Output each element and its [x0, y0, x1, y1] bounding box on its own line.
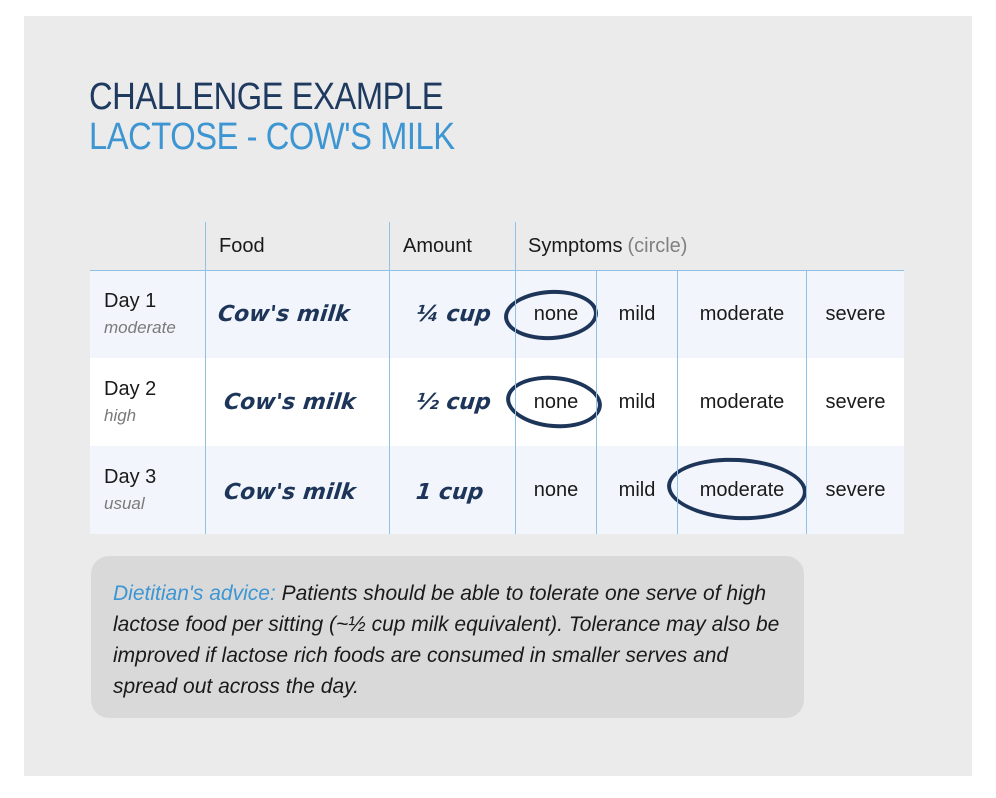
symptom-none: none — [533, 391, 579, 413]
symptom-none: none — [533, 479, 579, 501]
symptom-moderate: moderate — [699, 303, 785, 325]
symptom-severe: severe — [825, 391, 886, 413]
food-entry: Cow's milk — [222, 390, 358, 415]
column-divider — [596, 270, 597, 534]
amount-entry: ¼ cup — [414, 302, 493, 327]
symptom-mild: mild — [618, 303, 656, 325]
header-food: Food — [219, 234, 265, 257]
table-row: Day 2 high Cow's milk ½ cup none mild mo… — [90, 358, 904, 446]
day-level: high — [104, 406, 137, 425]
column-divider — [515, 222, 516, 534]
header-symptoms-note: (circle) — [627, 234, 688, 257]
symptom-moderate: moderate — [699, 391, 785, 413]
symptom-none: none — [533, 303, 579, 325]
column-divider — [677, 270, 678, 534]
symptom-mild: mild — [618, 479, 656, 501]
day-level: usual — [104, 494, 145, 513]
symptom-severe: severe — [825, 479, 886, 501]
table-row: Day 1 moderate Cow's milk ¼ cup none mil… — [90, 270, 904, 358]
header-divider — [90, 270, 904, 271]
day-label: Day 3 — [104, 466, 157, 488]
page-subtitle: LACTOSE - COW'S MILK — [89, 116, 455, 158]
advice-label: Dietitian's advice: — [113, 582, 276, 605]
advice-body: Patients should be able to tolerate one … — [113, 582, 780, 698]
page-title: CHALLENGE EXAMPLE — [89, 76, 444, 118]
header-symptoms-label: Symptoms — [528, 234, 623, 257]
column-divider — [806, 270, 807, 534]
food-entry: Cow's milk — [222, 480, 358, 505]
symptom-moderate: moderate — [699, 479, 785, 501]
table-row: Day 3 usual Cow's milk 1 cup none mild m… — [90, 446, 904, 534]
food-entry: Cow's milk — [216, 302, 352, 327]
header-amount: Amount — [403, 234, 472, 257]
circle-mark — [503, 371, 605, 433]
day-level: moderate — [104, 318, 176, 337]
amount-entry: ½ cup — [414, 390, 493, 415]
challenge-table: Food Amount Symptoms (circle) Day 1 moder… — [90, 222, 904, 534]
symptom-severe: severe — [825, 303, 886, 325]
column-divider — [205, 222, 206, 534]
advice-box: Dietitian's advice: Patients should be a… — [91, 556, 804, 718]
symptom-mild: mild — [618, 391, 656, 413]
circle-mark — [502, 287, 600, 343]
header-symptoms: Symptoms (circle) — [528, 222, 687, 270]
day-label: Day 2 — [104, 378, 157, 400]
day-label: Day 1 — [104, 290, 157, 312]
advice-text: Dietitian's advice: Patients should be a… — [113, 578, 783, 702]
circle-mark — [665, 454, 809, 524]
amount-entry: 1 cup — [414, 480, 485, 505]
column-divider — [389, 222, 390, 534]
